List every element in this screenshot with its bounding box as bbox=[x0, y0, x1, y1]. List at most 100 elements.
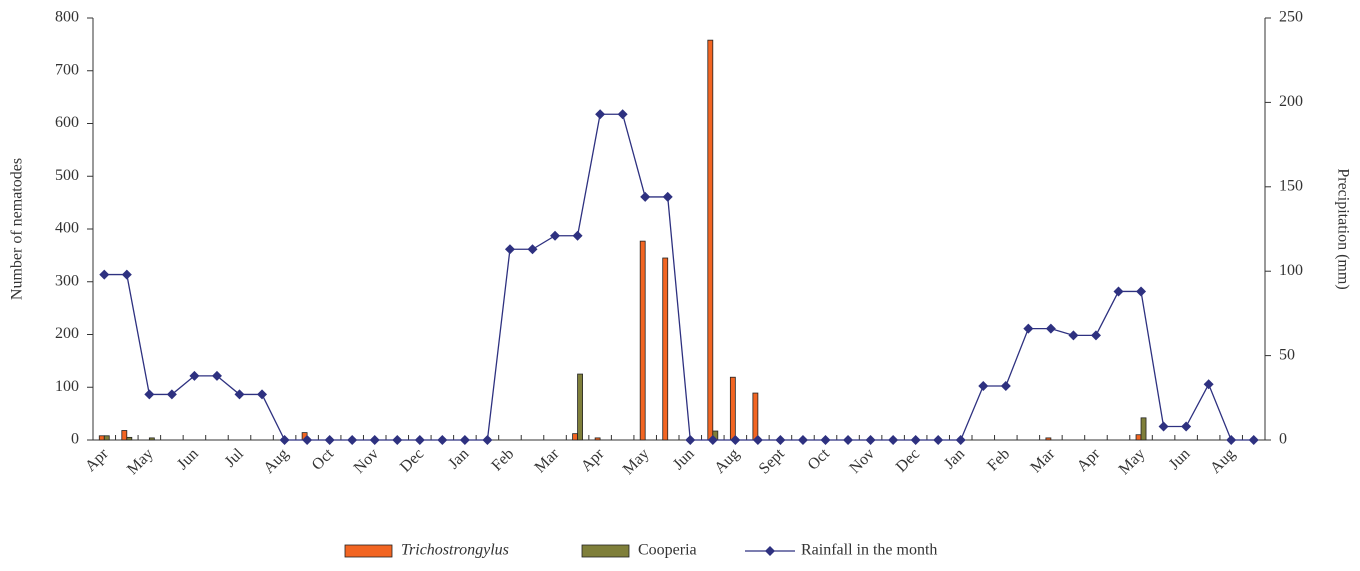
y2-tick-label: 100 bbox=[1279, 262, 1303, 279]
marker bbox=[414, 435, 425, 445]
marker bbox=[978, 380, 989, 391]
legend-label: Cooperia bbox=[638, 542, 697, 559]
bar bbox=[729, 376, 736, 441]
x-tick-label: Jul bbox=[222, 445, 248, 471]
marker bbox=[1113, 286, 1124, 297]
bar bbox=[572, 433, 578, 441]
marker bbox=[617, 109, 628, 120]
marker bbox=[1136, 286, 1147, 297]
marker bbox=[955, 435, 966, 445]
marker bbox=[437, 435, 448, 445]
x-tick-label: Feb bbox=[488, 445, 517, 474]
marker bbox=[1000, 380, 1011, 391]
marker bbox=[933, 435, 944, 445]
x-tick-label: Sept bbox=[756, 445, 789, 478]
marker bbox=[257, 389, 268, 400]
legend-swatch bbox=[344, 544, 393, 558]
marker bbox=[369, 435, 380, 445]
y-tick-label: 600 bbox=[55, 114, 79, 131]
y2-tick-label: 0 bbox=[1279, 431, 1287, 448]
legend-label: Rainfall in the month bbox=[801, 542, 937, 559]
bar bbox=[1045, 437, 1052, 441]
marker bbox=[504, 244, 515, 255]
marker bbox=[843, 435, 854, 445]
y-axis-label: Number of nematodes bbox=[9, 158, 26, 300]
marker bbox=[189, 370, 200, 381]
marker bbox=[279, 435, 290, 445]
marker bbox=[572, 230, 583, 241]
y-tick-label: 200 bbox=[55, 325, 79, 342]
bar bbox=[1135, 434, 1142, 441]
marker bbox=[166, 389, 177, 400]
marker bbox=[121, 269, 132, 280]
marker bbox=[1226, 435, 1237, 445]
marker bbox=[392, 435, 403, 445]
marker bbox=[144, 389, 155, 400]
y2-tick-label: 250 bbox=[1279, 9, 1303, 26]
bar bbox=[707, 39, 714, 441]
bar bbox=[752, 392, 759, 441]
marker bbox=[1248, 435, 1259, 445]
x-tick-label: Jun bbox=[174, 445, 202, 473]
x-tick-label: Apr bbox=[1074, 445, 1104, 475]
bar bbox=[148, 437, 155, 441]
y-tick-label: 400 bbox=[55, 220, 79, 237]
x-tick-label: May bbox=[124, 445, 157, 478]
legend-label: Trichostrongylus bbox=[401, 542, 509, 559]
marker bbox=[865, 435, 876, 445]
bar bbox=[662, 257, 669, 441]
marker bbox=[324, 435, 335, 445]
marker bbox=[797, 435, 808, 445]
marker bbox=[662, 191, 673, 202]
marker bbox=[1090, 330, 1101, 341]
bar bbox=[639, 240, 646, 441]
x-tick-label: Jan bbox=[445, 445, 472, 472]
marker bbox=[595, 109, 606, 120]
x-tick-label: May bbox=[1116, 445, 1149, 478]
y-tick-label: 700 bbox=[55, 61, 79, 78]
marker bbox=[1181, 421, 1192, 432]
y-tick-label: 800 bbox=[55, 9, 79, 26]
marker bbox=[888, 435, 899, 445]
marker bbox=[211, 370, 222, 381]
y2-tick-label: 200 bbox=[1279, 93, 1303, 110]
y-tick-label: 0 bbox=[71, 431, 79, 448]
bar bbox=[594, 437, 601, 441]
marker bbox=[1068, 330, 1079, 341]
x-tick-label: Mar bbox=[532, 445, 563, 476]
marker bbox=[1203, 379, 1214, 390]
x-tick-label: Oct bbox=[805, 445, 834, 474]
x-tick-label: Aug bbox=[711, 445, 743, 477]
bar bbox=[121, 430, 128, 441]
marker bbox=[234, 389, 245, 400]
bar bbox=[126, 436, 133, 441]
y2-tick-label: 150 bbox=[1279, 177, 1303, 194]
bar bbox=[577, 373, 583, 441]
legend-swatch bbox=[765, 546, 775, 556]
marker bbox=[99, 269, 110, 280]
x-tick-label: Dec bbox=[893, 445, 923, 475]
marker bbox=[550, 230, 561, 241]
x-tick-label: Apr bbox=[578, 445, 608, 475]
x-tick-label: Mar bbox=[1027, 445, 1058, 476]
line bbox=[104, 113, 1254, 441]
x-tick-label: Nov bbox=[846, 445, 878, 477]
marker bbox=[730, 435, 741, 445]
y-tick-label: 100 bbox=[55, 378, 79, 395]
marker bbox=[1023, 323, 1034, 334]
marker bbox=[527, 244, 538, 255]
x-tick-label: Apr bbox=[82, 445, 112, 475]
marker bbox=[640, 191, 651, 202]
legend-swatch bbox=[581, 544, 630, 558]
x-tick-label: Jan bbox=[941, 445, 968, 472]
marker bbox=[685, 435, 696, 445]
marker bbox=[1045, 323, 1056, 334]
bar bbox=[1140, 417, 1147, 441]
x-tick-label: Jun bbox=[1166, 445, 1194, 473]
marker bbox=[1158, 421, 1169, 432]
x-tick-label: Oct bbox=[309, 445, 338, 474]
x-tick-label: Nov bbox=[351, 445, 383, 477]
x-tick-label: May bbox=[620, 445, 653, 478]
marker bbox=[752, 435, 763, 445]
